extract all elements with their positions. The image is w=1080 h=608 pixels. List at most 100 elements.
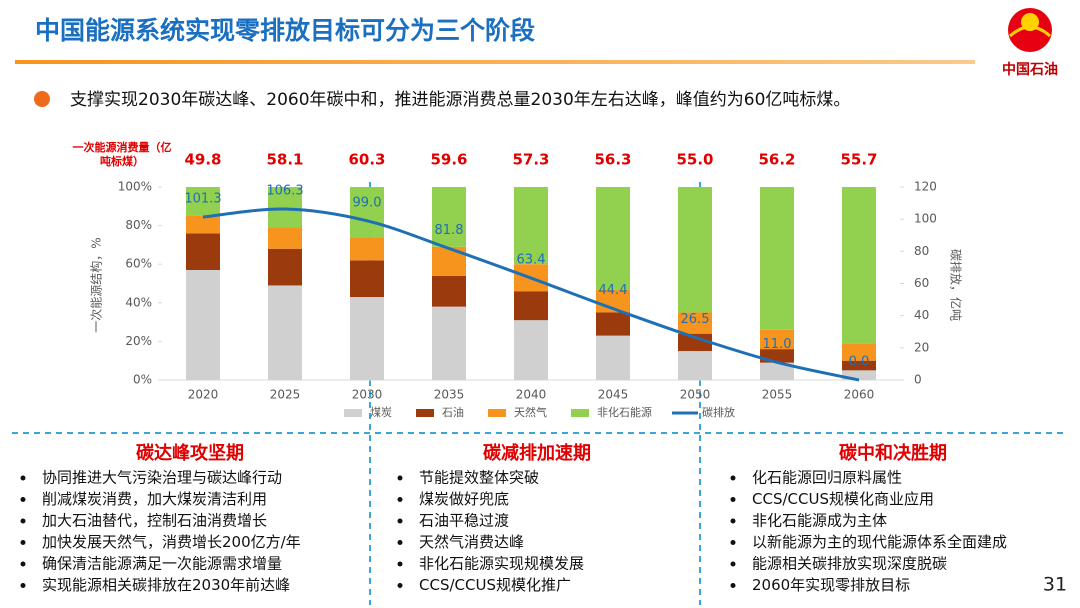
x-tick-label: 2025 [270,388,301,402]
legend-swatch [488,409,506,417]
y-tick-label: 0% [133,373,152,387]
bullet [20,497,26,502]
bullet [397,475,403,481]
total-label: 55.0 [676,151,713,169]
x-tick-label: 2060 [844,388,875,402]
phase-item: 2060年实现零排放目标 [752,576,910,594]
bar-segment [842,343,876,361]
phase-item: 天然气消费达峰 [419,533,524,551]
total-label: 57.3 [512,151,549,169]
legend-label: 煤炭 [370,406,392,419]
title-rule [15,60,975,64]
phase-title: 碳中和决胜期 [839,442,947,464]
bar-segment [678,187,712,313]
phase-item: CCS/CCUS规模化商业应用 [752,490,934,508]
line-value-label: 81.8 [435,223,464,238]
y-axis-label: 一次能源结构，% [89,237,104,332]
x-tick-label: 2045 [598,388,629,402]
bar-segment [268,285,302,380]
bar-segment [268,227,302,249]
phase-item: 协同推进大气污染治理与碳达峰行动 [42,469,282,487]
phase-item: 确保清洁能源满足一次能源需求增量 [42,555,282,573]
y2-tick-label: 0 [914,373,922,387]
x-tick-label: 2040 [516,388,547,402]
phase-item: 能源相关碳排放实现深度脱碳 [752,555,947,573]
bar-segment [678,312,712,334]
bar-segment [678,351,712,380]
phase-item: CCS/CCUS规模化推广 [419,576,571,594]
bar-segment [514,187,548,265]
y-tick-label: 60% [125,257,152,271]
bar-segment [350,297,384,380]
bullet [397,518,403,524]
y2-tick-label: 120 [914,180,937,194]
bar-segment [432,275,466,307]
x-tick-label: 2035 [434,388,465,402]
total-label: 56.3 [594,151,631,169]
bar-segment [186,269,220,380]
bar-segment [760,187,794,330]
page-number: 31 [1043,574,1067,596]
x-tick-label: 2050 [680,388,711,402]
legend-label: 碳排放 [702,405,735,419]
bar-segment [760,329,794,350]
bullet [730,497,736,502]
y-tick-label: 40% [125,295,152,309]
bar-segment [432,187,466,247]
x-tick-label: 2055 [762,388,793,402]
y-tick-label: 20% [125,334,152,348]
totals-label-box: 一次能源消费量（亿吨标煤） [73,141,172,168]
bar-segment [514,320,548,380]
total-label: 60.3 [348,151,385,169]
bullet [397,561,403,567]
bullet [20,475,26,481]
legend-swatch [416,409,434,417]
line-value-label: 106.3 [266,184,303,199]
total-label: 55.7 [840,151,877,169]
bar-segment [596,187,630,290]
logo [1008,8,1052,52]
y2-axis-label: 碳排放，亿吨 [949,249,964,321]
bullet [20,518,26,524]
subtitle: 支撑实现2030年碳达峰、2060年碳中和，推进能源消费总量2030年左右达峰，… [70,90,850,110]
legend-label: 非化石能源 [597,405,652,419]
line-value-label: 44.4 [599,283,628,298]
bar-segment [350,237,384,261]
x-tick-label: 2030 [352,388,383,402]
bar-segment [268,187,302,228]
bar-segment [514,291,548,321]
bullet [397,540,403,545]
bar-segment [842,360,876,371]
phase-item: 非化石能源实现规模发展 [419,555,584,573]
phase-item: 加快发展天然气，消费增长200亿方/年 [42,533,301,551]
bar-segment [432,306,466,380]
y-tick-label: 80% [125,218,152,232]
phase-item: 以新能源为主的现代能源体系全面建成 [752,533,1007,551]
phase-item: 化石能源回归原料属性 [752,469,902,487]
y2-tick-label: 60 [914,276,929,290]
bullet [20,561,26,567]
phase-item: 加大石油替代，控制石油消费增长 [42,512,267,530]
bar-segment [596,312,630,336]
bullet [20,540,26,545]
phase-item: 非化石能源成为主体 [752,512,887,530]
phase-item: 煤炭做好兜底 [419,490,509,508]
y2-tick-label: 80 [914,244,929,258]
line-value-label: 26.5 [681,312,710,327]
line-value-label: 99.0 [353,195,382,210]
y2-tick-label: 100 [914,212,937,226]
title: 中国能源系统实现零排放目标可分为三个阶段 [35,16,535,45]
phase-title: 碳减排加速期 [483,442,591,464]
total-label: 49.8 [184,151,221,169]
bullet [730,475,736,481]
total-label: 58.1 [266,151,303,169]
y2-tick-label: 20 [914,340,929,354]
line-value-label: 101.3 [184,192,221,207]
y-tick-label: 100% [118,180,152,194]
bar-segment [760,362,794,380]
bullet [730,583,736,588]
y2-tick-label: 40 [914,308,929,322]
bullet [397,497,403,502]
bar-segment [596,335,630,380]
